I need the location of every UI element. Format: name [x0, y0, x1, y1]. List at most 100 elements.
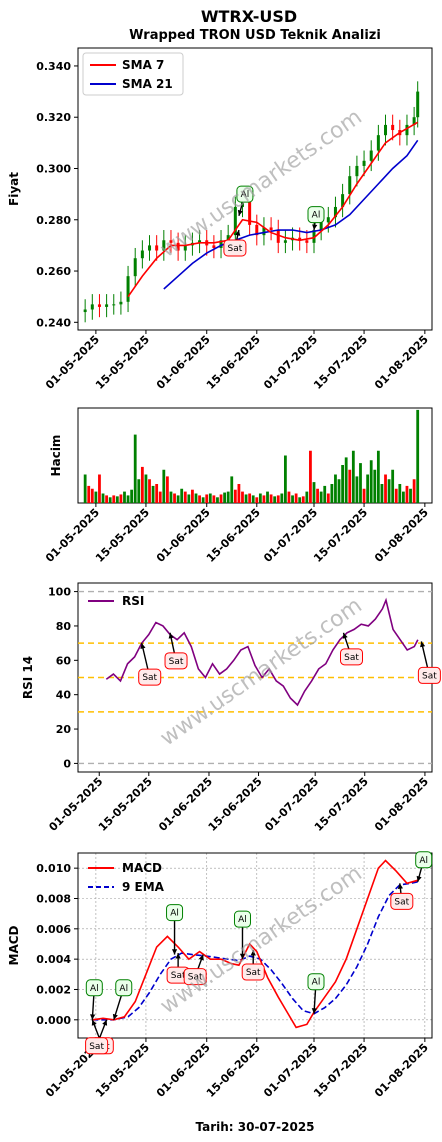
- price-candle: [276, 230, 280, 243]
- volume-bar: [187, 494, 191, 503]
- price-signal-label: Al: [312, 211, 321, 221]
- price-candle: [355, 165, 359, 177]
- macd-signal-arrowhead: [90, 1014, 96, 1020]
- volume-bar: [387, 479, 391, 503]
- price-candle: [183, 245, 187, 251]
- price-candle: [326, 217, 330, 223]
- rsi-signal-badge: [138, 668, 162, 686]
- volume-bar: [291, 495, 294, 503]
- macd-signal-arrowhead: [112, 1013, 118, 1020]
- chart-subtitle: Wrapped TRON USD Teknik Analizi: [129, 28, 381, 43]
- volume-bar: [344, 457, 348, 503]
- volume-bar: [212, 495, 216, 503]
- rsi-signal-label: Sat: [344, 653, 359, 663]
- volume-bar: [130, 489, 134, 503]
- price-candle: [133, 258, 137, 277]
- volume-bar: [241, 491, 244, 503]
- price-candle: [83, 309, 87, 313]
- volume-bar: [226, 491, 230, 503]
- macd-signal-arrowhead: [250, 950, 256, 956]
- macd-signal-arrowhead: [311, 1008, 317, 1014]
- macd-frame: [77, 852, 433, 1039]
- macd-signal-badge: [166, 904, 184, 922]
- price-signal-label: Sat: [228, 244, 243, 254]
- macd-signal-arrowhead: [102, 1019, 108, 1026]
- volume-bar: [394, 488, 398, 503]
- volume-bar: [294, 493, 298, 503]
- volume-bar: [133, 434, 137, 503]
- volume-bar: [416, 409, 420, 503]
- price-signal-arrowhead: [312, 224, 318, 231]
- volume-bar: [380, 484, 384, 503]
- volume-bar: [348, 469, 352, 503]
- legend-macd-label: MACD: [122, 861, 162, 875]
- volume-bar: [144, 474, 148, 503]
- volume-bar: [105, 495, 109, 503]
- watermark: www.uscmarkets.com: [156, 105, 367, 263]
- panels: 0.2400.2600.2800.3000.3200.34001-05-2025…: [7, 47, 441, 1100]
- price-ytick-label: 0.320: [36, 111, 71, 124]
- volume-bar: [151, 485, 155, 503]
- volume-bar: [112, 495, 116, 503]
- price-candle: [198, 240, 202, 243]
- macd-ytick-label: 0.002: [36, 983, 71, 996]
- volume-bar: [330, 484, 334, 503]
- macd-signal-label: Al: [419, 856, 428, 866]
- volume-bar: [140, 466, 144, 503]
- volume-bar: [148, 479, 151, 503]
- volume-bar: [369, 460, 373, 503]
- legend-ema9-label: 9 EMA: [122, 880, 165, 894]
- volume-bar: [194, 493, 198, 503]
- volume-bar: [334, 474, 337, 503]
- macd-signal-label: Al: [170, 909, 179, 919]
- price-candle: [90, 304, 94, 310]
- rsi-ytick-label: 20: [56, 723, 72, 736]
- volume-bar: [230, 476, 234, 503]
- macd-xtick-label: 15-07-2025: [311, 1041, 370, 1100]
- macd-signal-badge: [183, 968, 207, 986]
- macd-ytick-label: 0.000: [36, 1014, 71, 1027]
- macd-signal-badge: [241, 963, 265, 981]
- price-candle: [112, 304, 116, 306]
- volume-bar: [169, 491, 173, 503]
- macd-signal-arrowhead: [416, 875, 422, 882]
- volume-bar: [341, 465, 345, 503]
- volume-xtick-label: 01-08-2025: [372, 506, 431, 565]
- sma7-line: [127, 121, 419, 298]
- legend-sma7-label: SMA 7: [122, 58, 164, 72]
- volume-bar: [384, 474, 387, 503]
- macd-signal-label: Al: [90, 984, 99, 994]
- watermark: www.uscmarkets.com: [156, 593, 367, 751]
- price-signal-badge: [223, 239, 247, 257]
- volume-bar: [180, 488, 184, 503]
- volume-bar: [283, 455, 287, 503]
- volume-bar: [305, 491, 309, 503]
- price-candle: [226, 235, 230, 241]
- volume-bar: [126, 495, 130, 503]
- rsi-signal-label: Sat: [169, 657, 184, 667]
- volume-bar: [280, 493, 284, 503]
- macd-signal-arrowhead: [175, 953, 181, 959]
- price-candle: [169, 240, 173, 243]
- price-candle: [176, 242, 180, 251]
- volume-frame: [77, 407, 433, 504]
- volume-bar: [326, 493, 330, 503]
- price-xtick-label: 15-07-2025: [311, 333, 370, 392]
- volume-bar: [401, 491, 405, 503]
- macd-signal-arrowhead: [397, 883, 404, 889]
- rsi-signal-label: Sat: [422, 671, 437, 681]
- rsi-signal-badge: [164, 652, 188, 670]
- price-signal-arrowhead: [237, 209, 243, 216]
- rsi-signal-arrowhead: [168, 632, 174, 639]
- price-candle: [341, 194, 345, 207]
- volume-bar: [337, 479, 341, 503]
- volume-bar: [98, 474, 101, 503]
- price-candle: [391, 124, 395, 131]
- price-ylabel: Fiyat: [7, 172, 21, 206]
- rsi-ylabel: RSI 14: [21, 656, 35, 699]
- volume-bar: [398, 484, 402, 503]
- volume-xtick-label: 15-06-2025: [204, 506, 263, 565]
- rsi-signal-arrowhead: [420, 641, 426, 648]
- volume-bar: [119, 494, 123, 503]
- macd-signal-arrowhead: [239, 953, 246, 960]
